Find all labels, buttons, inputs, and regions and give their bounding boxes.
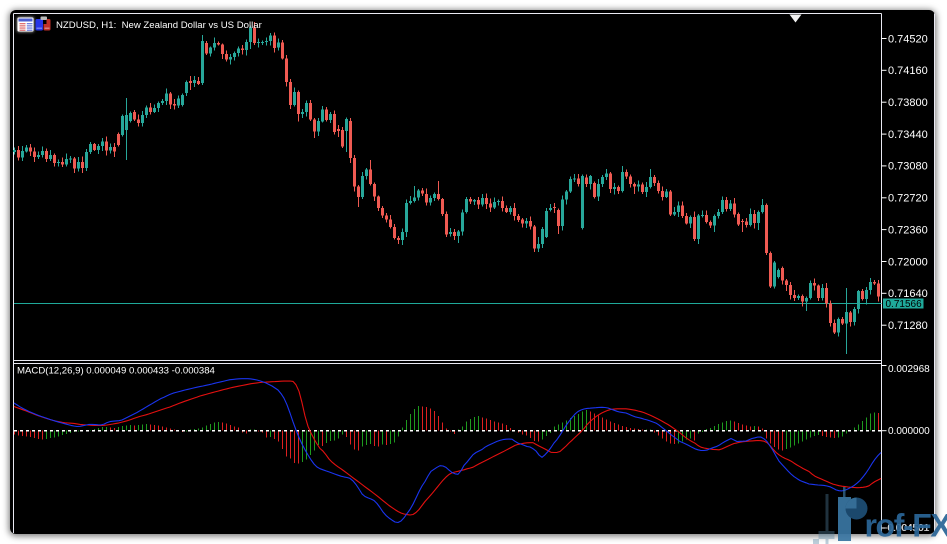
svg-text:0.71566: 0.71566 bbox=[886, 299, 923, 310]
svg-text:0.71640: 0.71640 bbox=[888, 288, 928, 300]
svg-text:rof-FX: rof-FX bbox=[865, 508, 947, 544]
svg-text:NZDUSD, H1: New Zealand Dolla: NZDUSD, H1: New Zealand Dollar vs US Dol… bbox=[56, 20, 263, 31]
svg-text:-0.004501: -0.004501 bbox=[884, 523, 929, 534]
svg-text:0.73440: 0.73440 bbox=[888, 129, 928, 141]
svg-text:0.000000: 0.000000 bbox=[888, 426, 930, 437]
svg-text:0.002968: 0.002968 bbox=[888, 364, 930, 375]
svg-text:0.73080: 0.73080 bbox=[888, 161, 928, 173]
svg-text:0.72000: 0.72000 bbox=[888, 256, 928, 268]
svg-text:0.73800: 0.73800 bbox=[888, 97, 928, 109]
svg-text:-0.004501: -0.004501 bbox=[885, 523, 930, 534]
svg-text:0.72360: 0.72360 bbox=[888, 224, 928, 236]
svg-text:0.74160: 0.74160 bbox=[888, 65, 928, 77]
svg-text:0.71280: 0.71280 bbox=[888, 320, 928, 332]
svg-text:0.72720: 0.72720 bbox=[888, 193, 928, 205]
svg-text:MACD(12,26,9) 0.000049 0.00043: MACD(12,26,9) 0.000049 0.000433 -0.00038… bbox=[17, 366, 216, 377]
svg-text:0.74520: 0.74520 bbox=[888, 33, 928, 45]
